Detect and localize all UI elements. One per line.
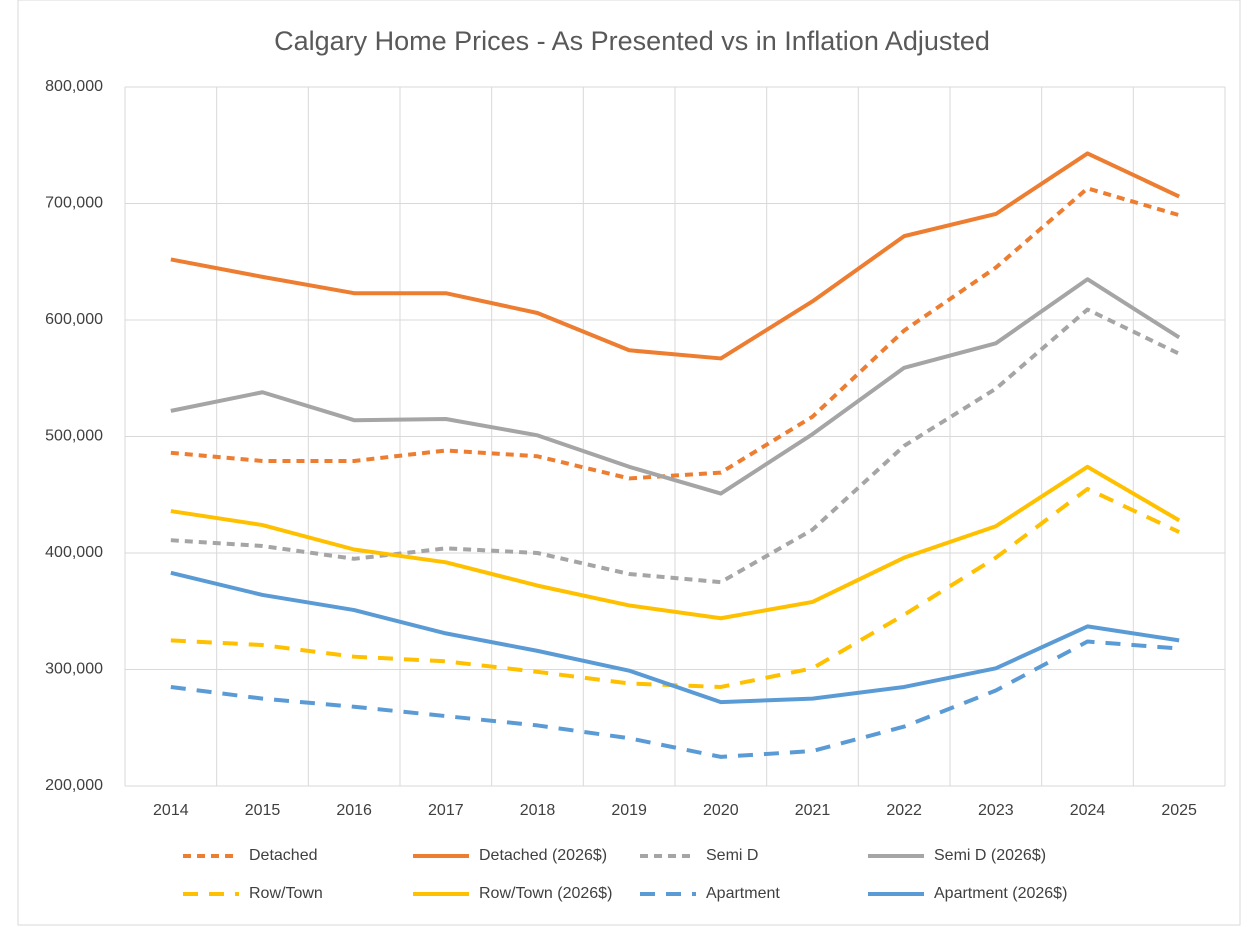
line-series (170, 639, 1180, 759)
line-series (170, 151, 1181, 361)
y-tick-label: 300,000 (45, 661, 103, 678)
line-series (170, 570, 1180, 705)
legend-label: Row/Town (2026$) (479, 885, 612, 902)
line-series (170, 464, 1181, 621)
line-series (170, 277, 1181, 496)
x-tick-label: 2025 (1161, 802, 1197, 819)
legend-label: Apartment (706, 885, 780, 902)
x-tick-label: 2015 (245, 802, 281, 819)
y-tick-label: 400,000 (45, 544, 103, 561)
legend-label: Semi D (706, 847, 758, 864)
chart-area (17, 0, 1241, 926)
x-tick-label: 2019 (611, 802, 647, 819)
x-tick-label: 2018 (520, 802, 556, 819)
x-tick-label: 2017 (428, 802, 464, 819)
line-series (170, 307, 1181, 585)
chart-title: Calgary Home Prices - As Presented vs in… (274, 26, 990, 56)
x-tick-label: 2014 (153, 802, 189, 819)
legend-label: Semi D (2026$) (934, 847, 1046, 864)
y-tick-label: 600,000 (45, 311, 103, 328)
x-tick-label: 2020 (703, 802, 739, 819)
x-tick-label: 2016 (336, 802, 372, 819)
y-tick-label: 500,000 (45, 428, 103, 445)
y-tick-label: 200,000 (45, 777, 103, 794)
y-tick-label: 800,000 (45, 78, 103, 95)
y-tick-label: 700,000 (45, 195, 103, 212)
line-series (170, 186, 1180, 481)
x-tick-label: 2023 (978, 802, 1014, 819)
x-tick-label: 2024 (1070, 802, 1106, 819)
legend-label: Apartment (2026$) (934, 885, 1067, 902)
legend-label: Detached (2026$) (479, 847, 607, 864)
x-tick-label: 2022 (886, 802, 922, 819)
x-tick-label: 2021 (795, 802, 831, 819)
legend-label: Row/Town (249, 885, 323, 902)
legend-label: Detached (249, 847, 318, 864)
